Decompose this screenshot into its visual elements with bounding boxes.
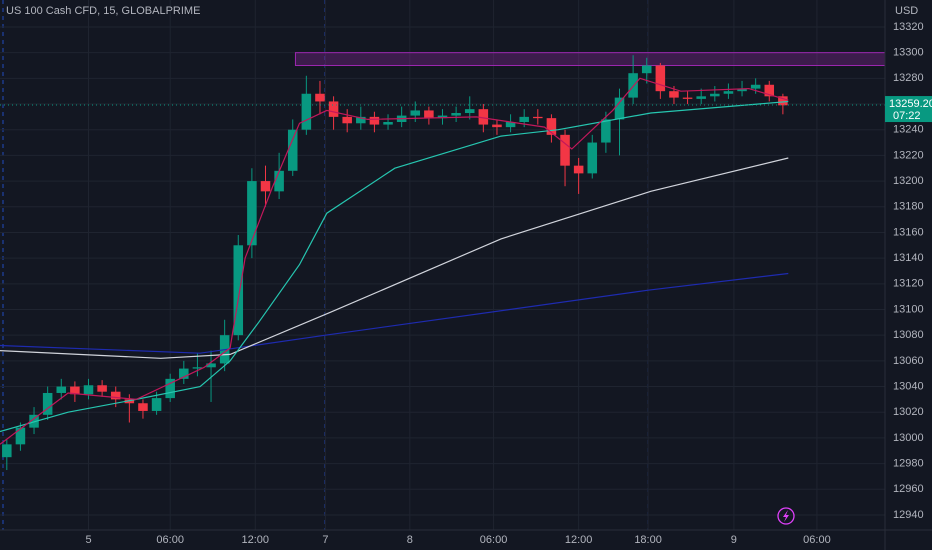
candle-body <box>737 88 747 92</box>
axes: 12940 12960 12980 13000 13020 13040 13060 13080… <box>85 21 932 546</box>
candle-body <box>165 378 175 399</box>
candle-body <box>451 113 461 116</box>
candle-body <box>614 97 625 120</box>
currency: USD <box>895 5 918 17</box>
y-tick-label: 13300 <box>893 47 924 59</box>
candle-body <box>328 101 339 117</box>
candle-body <box>369 116 380 125</box>
candle-body <box>492 124 502 128</box>
candle-body <box>192 367 203 369</box>
candle-body <box>696 96 706 99</box>
candle-body <box>138 403 148 411</box>
candle-body <box>29 414 39 428</box>
candle-body <box>383 122 393 125</box>
candle-body <box>206 363 216 368</box>
plot <box>0 52 886 471</box>
y-tick-label: 13040 <box>893 380 924 392</box>
candle-body <box>342 116 352 124</box>
candle-body <box>42 392 53 415</box>
candle-body <box>424 110 434 119</box>
candle-body <box>287 129 298 171</box>
candle-body <box>546 118 557 135</box>
moving-average <box>0 77 789 445</box>
last-price-label: 13259.20 <box>889 98 932 110</box>
x-tick-label: 9 <box>731 534 737 546</box>
y-tick-label: 13200 <box>893 175 924 187</box>
candle-body <box>437 115 448 119</box>
x-tick-label: 5 <box>85 534 91 546</box>
zone <box>294 52 886 66</box>
candle-body <box>464 109 475 114</box>
candle-body <box>669 91 679 98</box>
candle-body <box>2 444 12 458</box>
candle-body <box>750 84 761 89</box>
alert-icon[interactable] <box>777 507 795 525</box>
candle-body <box>356 116 366 124</box>
candle-body <box>505 122 516 128</box>
candle-body <box>301 93 312 130</box>
chart-title: US 100 Cash CFD, 15, GLOBALPRIME <box>6 5 200 17</box>
x-tick-label: 8 <box>407 534 413 546</box>
candle-body <box>478 109 489 125</box>
candle-body <box>723 91 734 94</box>
x-tick-label: 18:00 <box>634 534 662 546</box>
candle-body <box>560 134 570 166</box>
candle-body <box>179 368 189 379</box>
candle-body <box>124 399 135 404</box>
candle-body <box>573 165 584 174</box>
y-tick-label: 13020 <box>893 406 924 418</box>
candle-body <box>764 84 775 97</box>
x-tick-label: 7 <box>322 534 328 546</box>
y-tick-label: 13000 <box>893 432 924 444</box>
y-tick-label: 12980 <box>893 458 924 470</box>
candle-body <box>601 119 611 143</box>
y-tick-label: 13280 <box>893 72 924 84</box>
y-tick-label: 13320 <box>893 21 924 33</box>
candle-body <box>519 116 529 123</box>
x-tick-label: 12:00 <box>565 534 593 546</box>
y-tick-label: 13240 <box>893 124 924 136</box>
candle-body <box>587 142 598 174</box>
candle-body <box>15 427 26 445</box>
y-tick-label: 12940 <box>893 509 924 521</box>
candle-body <box>274 170 284 192</box>
candle-body <box>641 65 652 74</box>
x-tick-label: 12:00 <box>242 534 270 546</box>
candle-body <box>97 385 107 392</box>
candle-body <box>247 181 257 246</box>
candle-body <box>83 385 94 395</box>
y-tick-label: 13120 <box>893 278 924 290</box>
y-tick-label: 13100 <box>893 303 924 315</box>
last-price-box <box>885 96 932 123</box>
y-tick-label: 13080 <box>893 329 924 341</box>
y-tick-label: 13060 <box>893 355 924 367</box>
candle-body <box>682 97 693 99</box>
candle-body <box>778 96 788 106</box>
y-tick-label: 12960 <box>893 483 924 495</box>
candle-body <box>233 245 244 336</box>
moving-average <box>0 272 789 354</box>
candle-body <box>315 93 325 102</box>
candle-body <box>70 386 80 395</box>
x-tick-label: 06:00 <box>156 534 184 546</box>
x-tick-label: 06:00 <box>803 534 831 546</box>
y-tick-label: 13220 <box>893 149 924 161</box>
candle-body <box>655 65 666 92</box>
moving-average <box>0 157 789 359</box>
countdown: 07:22 <box>893 110 921 122</box>
y-tick-label: 13140 <box>893 252 924 264</box>
candle-body <box>56 386 67 393</box>
candle-body <box>533 116 543 119</box>
candle-body <box>151 398 162 411</box>
candle-body <box>260 181 271 192</box>
candle-body <box>410 110 421 116</box>
candle-body <box>710 93 720 97</box>
candle-body <box>110 391 121 400</box>
y-tick-label: 13160 <box>893 226 924 238</box>
y-tick-label: 13180 <box>893 201 924 213</box>
x-tick-label: 06:00 <box>480 534 508 546</box>
